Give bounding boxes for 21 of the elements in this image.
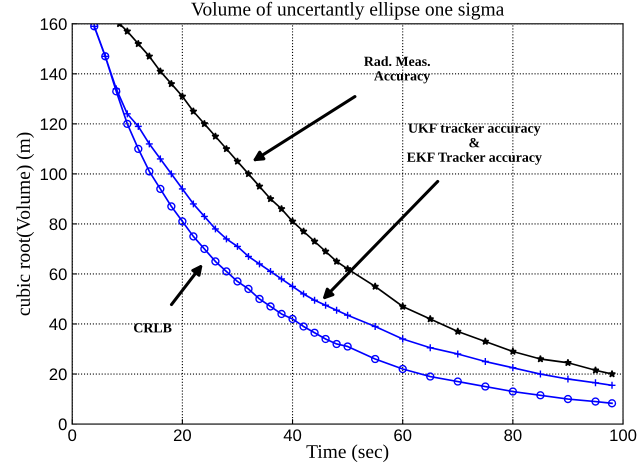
- annotation: CRLB: [134, 323, 172, 332]
- y-tick-label: 0: [58, 418, 67, 430]
- x-axis-title: Time (sec): [306, 444, 388, 462]
- x-tick-label: 100: [610, 429, 636, 442]
- chart-title: Volume of uncertantly ellipse one sigma: [191, 2, 504, 20]
- y-tick-label: 160: [40, 18, 67, 30]
- y-tick-label: 140: [40, 68, 67, 80]
- y-tick-label: 120: [40, 118, 67, 130]
- y-tick-label: 40: [49, 318, 67, 330]
- annotation: UKF tracker accuracy & EKF Tracker accuracy: [406, 123, 542, 165]
- y-tick-label: 20: [50, 368, 67, 380]
- x-tick-label: 20: [174, 429, 191, 442]
- y-tick-label: 60: [50, 268, 67, 280]
- x-tick-label: 60: [394, 429, 412, 442]
- y-tick-label: 100: [40, 168, 67, 180]
- x-tick-label: 80: [504, 429, 522, 442]
- annotation: Rad. Meas. Accuracy: [364, 56, 430, 84]
- x-tick-label: 0: [68, 429, 76, 442]
- y-tick-label: 80: [50, 218, 67, 230]
- x-tick-label: 40: [284, 429, 302, 442]
- y-axis-title: cubic root(Volume) (m): [16, 132, 34, 316]
